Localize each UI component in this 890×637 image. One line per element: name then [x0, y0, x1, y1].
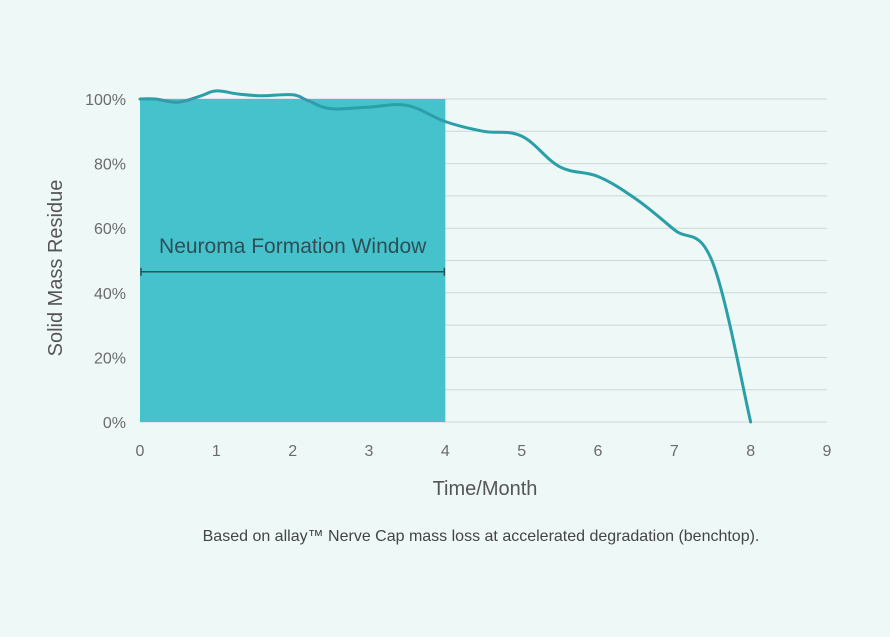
y-tick-label: 60% — [94, 221, 126, 238]
y-tick-labels: 0% 20% 40% 60% 80% 100% — [85, 92, 126, 432]
window-bracket: Neuroma Formation Window — [140, 235, 446, 276]
x-axis-title: Time/Month — [433, 478, 538, 500]
y-tick-label: 80% — [94, 157, 126, 174]
x-tick-label: 4 — [441, 443, 450, 460]
y-axis-title: Solid Mass Residue — [45, 180, 67, 357]
neuroma-window-label: Neuroma Formation Window — [159, 235, 427, 258]
y-tick-label: 20% — [94, 350, 126, 367]
x-tick-label: 6 — [594, 443, 603, 460]
x-tick-label: 0 — [136, 443, 145, 460]
footnote: Based on allay™ Nerve Cap mass loss at a… — [202, 528, 760, 545]
x-tick-label: 1 — [212, 443, 221, 460]
y-tick-label: 100% — [85, 92, 126, 109]
x-tick-label: 3 — [365, 443, 374, 460]
x-tick-labels: 0 1 2 3 4 5 6 7 8 9 — [136, 443, 832, 460]
neuroma-window-region — [140, 99, 446, 422]
x-tick-label: 9 — [823, 443, 832, 460]
x-tick-label: 5 — [517, 443, 526, 460]
x-tick-label: 8 — [746, 443, 755, 460]
x-tick-label: 7 — [670, 443, 679, 460]
y-tick-label: 40% — [94, 286, 126, 303]
x-tick-label: 2 — [288, 443, 297, 460]
series-line — [138, 89, 753, 424]
series-layer — [138, 89, 753, 424]
y-tick-label: 0% — [103, 415, 126, 432]
neuroma-window-rect — [140, 99, 446, 422]
